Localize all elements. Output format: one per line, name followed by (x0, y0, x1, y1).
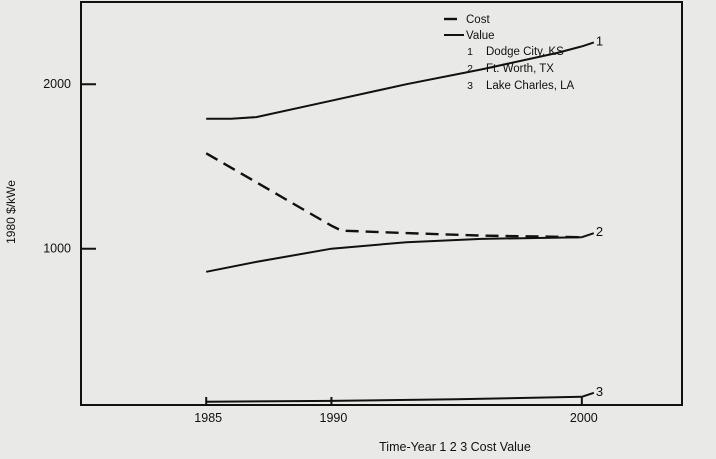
x-tick-label: 2000 (570, 411, 598, 425)
x-tick-label: 1990 (320, 411, 348, 425)
legend-site-number-3: 3 (467, 80, 473, 92)
legend-site-label-3: Lake Charles, LA (486, 80, 575, 92)
legend-entry-dashed: Cost (466, 14, 490, 26)
end-label-leader-2 (581, 232, 595, 239)
legend-site-label-1: Dodge City, KS (486, 46, 564, 58)
y-tick-label: 2000 (43, 77, 71, 91)
series-line-site-3-value (206, 395, 582, 403)
end-label-site-2: 2 (596, 224, 603, 239)
end-label-site-1: 1 (596, 33, 603, 48)
series-line-site-2-value (206, 236, 582, 273)
x-tick-label: 1985 (194, 411, 222, 425)
legend-site-number-1: 1 (467, 46, 473, 58)
series-line-site-1-value (206, 45, 583, 120)
y-tick-label: 1000 (43, 242, 71, 256)
legend-site-label-2: Ft. Worth, TX (486, 63, 554, 75)
x-axis-label: Time-Year 1 2 3 Cost Value (379, 440, 531, 454)
end-label-leader-1 (581, 41, 595, 48)
y-axis-label: 1980 $/kWe (4, 180, 18, 244)
plot-frame (80, 1, 683, 406)
end-label-leader-3 (581, 391, 595, 398)
series-line-site-2-cost (205, 152, 582, 239)
legend-entry-solid: Value (466, 30, 495, 42)
legend-site-number-2: 2 (467, 63, 473, 75)
end-label-site-3: 3 (596, 384, 603, 399)
